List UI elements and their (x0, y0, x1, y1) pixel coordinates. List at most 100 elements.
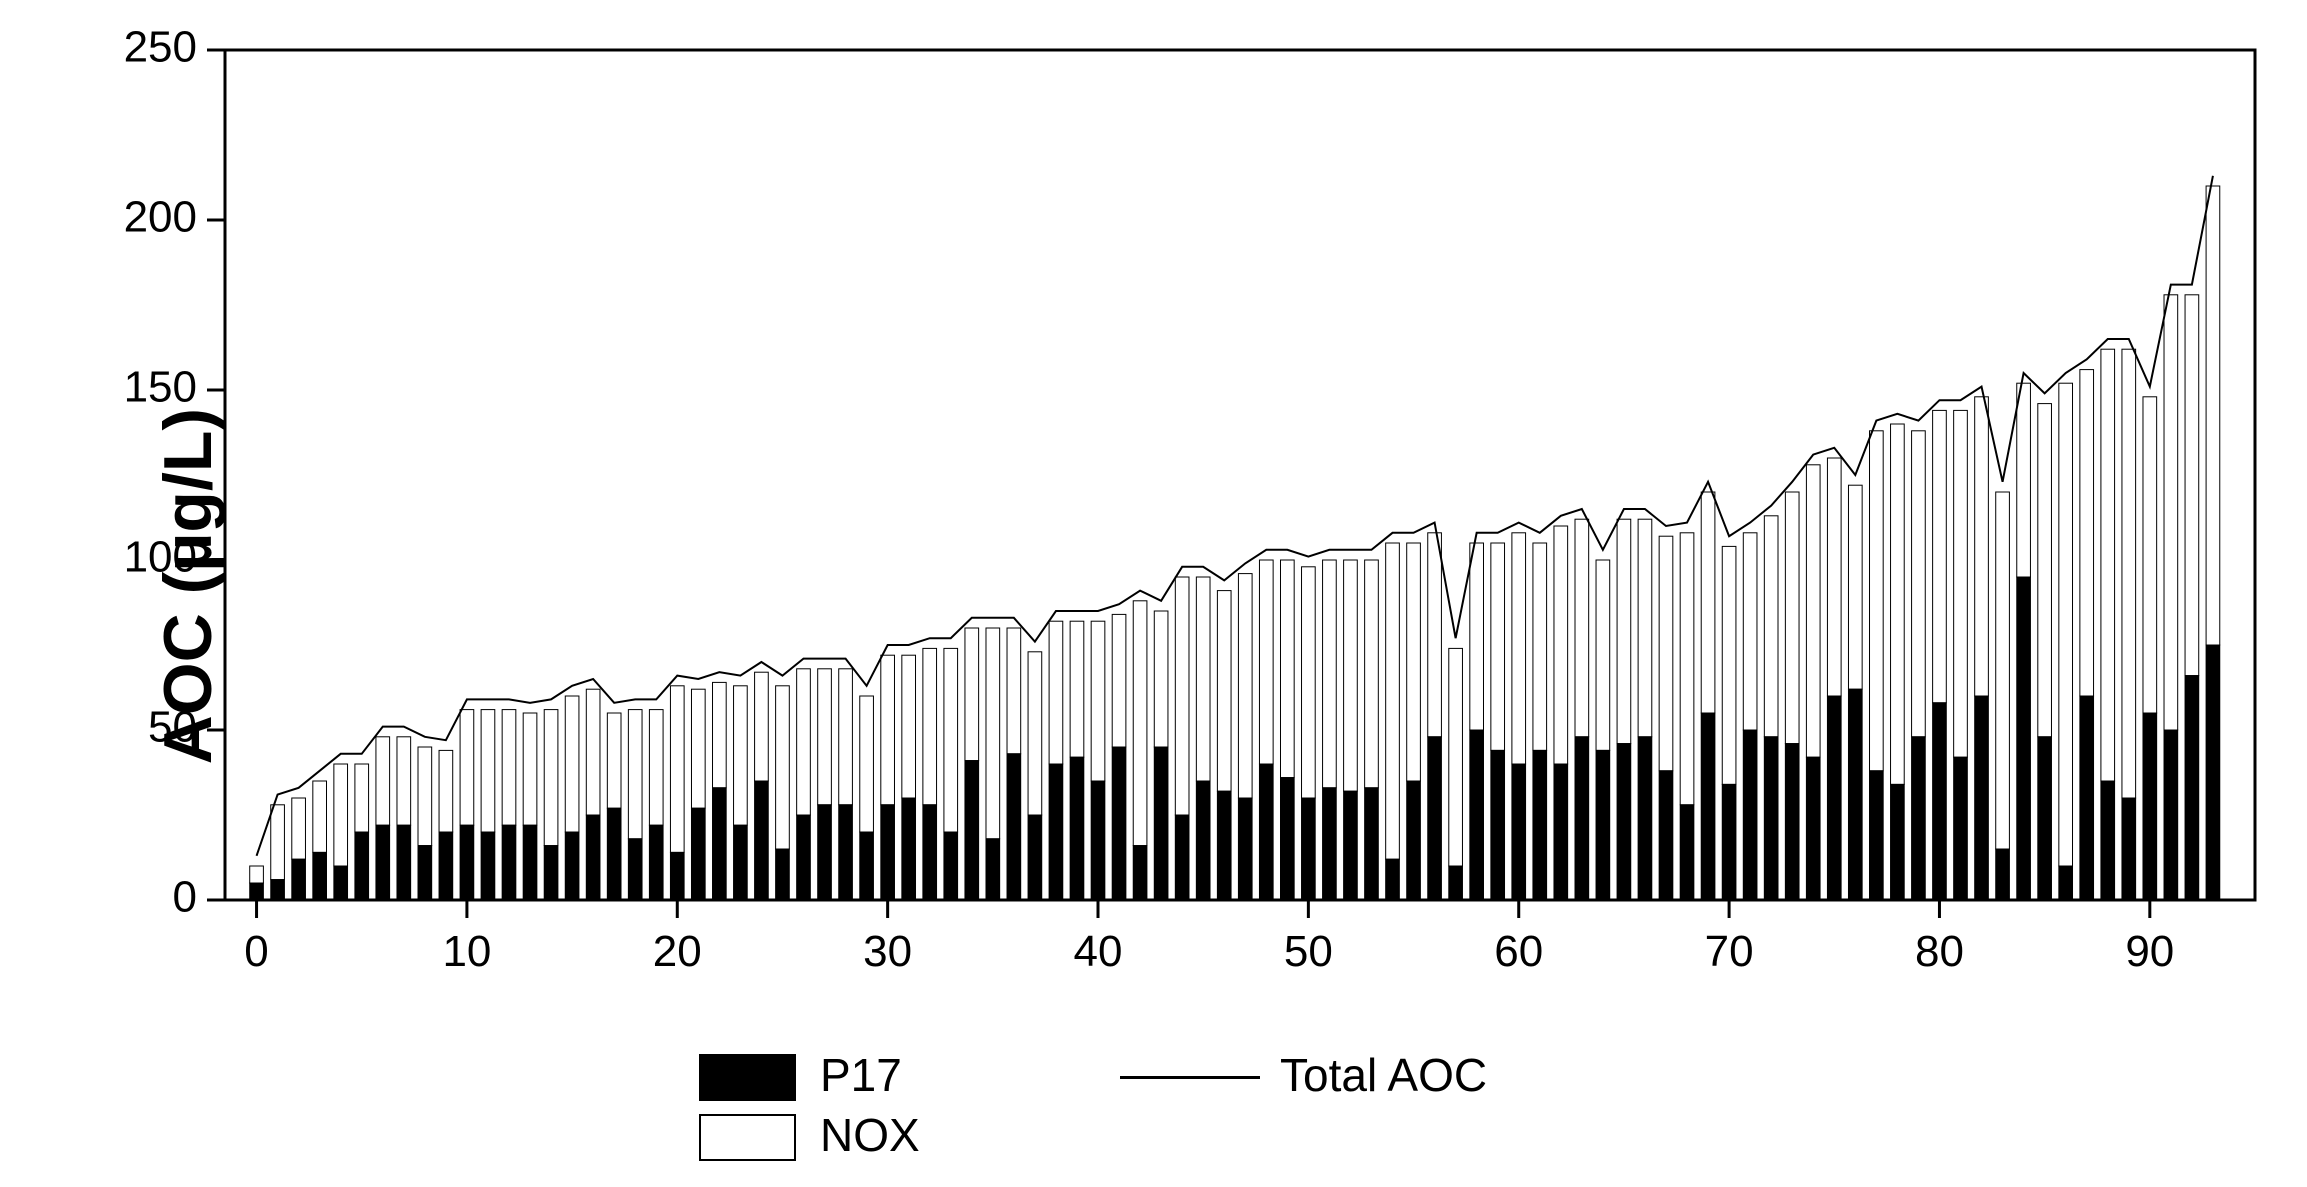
bar-p17 (734, 825, 748, 900)
bar-nox (1659, 536, 1673, 771)
bar-nox (1638, 519, 1652, 737)
bar-nox (1806, 465, 1820, 757)
bar-nox (1175, 577, 1189, 815)
bar-p17 (881, 805, 895, 900)
bar-nox (1428, 533, 1442, 737)
bar-p17 (776, 849, 790, 900)
bar-nox (797, 669, 811, 815)
bar-nox (860, 696, 874, 832)
bar-p17 (2206, 645, 2220, 900)
bar-p17 (544, 846, 558, 900)
bar-p17 (2143, 713, 2157, 900)
bar-p17 (1007, 754, 1021, 900)
bar-p17 (1975, 696, 1989, 900)
bar-p17 (1407, 781, 1421, 900)
bar-nox (1091, 621, 1105, 781)
bar-p17 (607, 808, 621, 900)
bar-p17 (1112, 747, 1126, 900)
bar-p17 (481, 832, 495, 900)
bar-nox (1344, 560, 1358, 791)
bar-nox (1407, 543, 1421, 781)
bar-nox (755, 672, 769, 781)
bar-nox (376, 737, 390, 825)
bar-p17 (2038, 737, 2052, 900)
bar-nox (1596, 560, 1610, 750)
bar-nox (544, 710, 558, 846)
bar-nox (1722, 546, 1736, 784)
x-tick-label: 30 (863, 927, 912, 976)
y-tick-label: 200 (124, 193, 197, 242)
bar-p17 (1954, 757, 1968, 900)
bar-p17 (2017, 577, 2031, 900)
bar-p17 (986, 839, 1000, 900)
bar-nox (1154, 611, 1168, 747)
bar-nox (1912, 431, 1926, 737)
x-tick-label: 60 (1494, 927, 1543, 976)
bar-p17 (818, 805, 832, 900)
bar-nox (1028, 652, 1042, 815)
bar-nox (1449, 648, 1463, 866)
x-tick-label: 0 (244, 927, 268, 976)
bar-p17 (1638, 737, 1652, 900)
bar-p17 (2122, 798, 2136, 900)
bar-p17 (1512, 764, 1526, 900)
bar-nox (1323, 560, 1337, 788)
bar-nox (1954, 410, 1968, 757)
bar-p17 (460, 825, 474, 900)
bar-p17 (1680, 805, 1694, 900)
bar-nox (1049, 621, 1063, 764)
bar-p17 (923, 805, 937, 900)
bar-nox (902, 655, 916, 798)
bar-nox (1280, 560, 1294, 778)
bar-nox (1196, 577, 1210, 781)
bar-p17 (1933, 703, 1947, 900)
bar-p17 (1764, 737, 1778, 900)
bar-p17 (523, 825, 537, 900)
bar-p17 (1280, 778, 1294, 900)
bar-nox (713, 682, 727, 787)
bar-nox (818, 669, 832, 805)
bar-p17 (418, 846, 432, 900)
bar-p17 (1091, 781, 1105, 900)
bar-p17 (1806, 757, 1820, 900)
bar-p17 (1449, 866, 1463, 900)
bar-p17 (355, 832, 369, 900)
legend-label: Total AOC (1280, 1049, 1487, 1101)
bar-nox (1470, 543, 1484, 730)
bar-p17 (1743, 730, 1757, 900)
bar-nox (2038, 404, 2052, 737)
legend-swatch (700, 1055, 795, 1100)
bar-nox (1365, 560, 1379, 788)
bar-nox (565, 696, 579, 832)
bar-nox (1112, 614, 1126, 747)
bar-p17 (1344, 791, 1358, 900)
bar-p17 (1996, 849, 2010, 900)
bar-p17 (1133, 846, 1147, 900)
bar-p17 (1827, 696, 1841, 900)
bar-nox (1259, 560, 1273, 764)
bar-nox (1785, 492, 1799, 744)
bar-nox (292, 798, 306, 859)
y-tick-label: 250 (124, 23, 197, 72)
bar-p17 (1365, 788, 1379, 900)
x-tick-label: 20 (653, 927, 702, 976)
bar-p17 (586, 815, 600, 900)
y-tick-label: 0 (173, 873, 197, 922)
bar-p17 (649, 825, 663, 900)
bar-p17 (1028, 815, 1042, 900)
bar-p17 (1238, 798, 1252, 900)
bar-nox (2206, 186, 2220, 645)
bar-p17 (1554, 764, 1568, 900)
bar-nox (1512, 533, 1526, 764)
bar-nox (1238, 574, 1252, 798)
bar-p17 (1470, 730, 1484, 900)
bar-p17 (670, 852, 684, 900)
bar-p17 (2185, 676, 2199, 900)
bar-nox (271, 805, 285, 880)
bar-nox (2143, 397, 2157, 713)
bar-p17 (1785, 744, 1799, 900)
bar-p17 (1428, 737, 1442, 900)
bars-group (250, 186, 2220, 900)
bar-p17 (1491, 750, 1505, 900)
bar-nox (1070, 621, 1084, 757)
